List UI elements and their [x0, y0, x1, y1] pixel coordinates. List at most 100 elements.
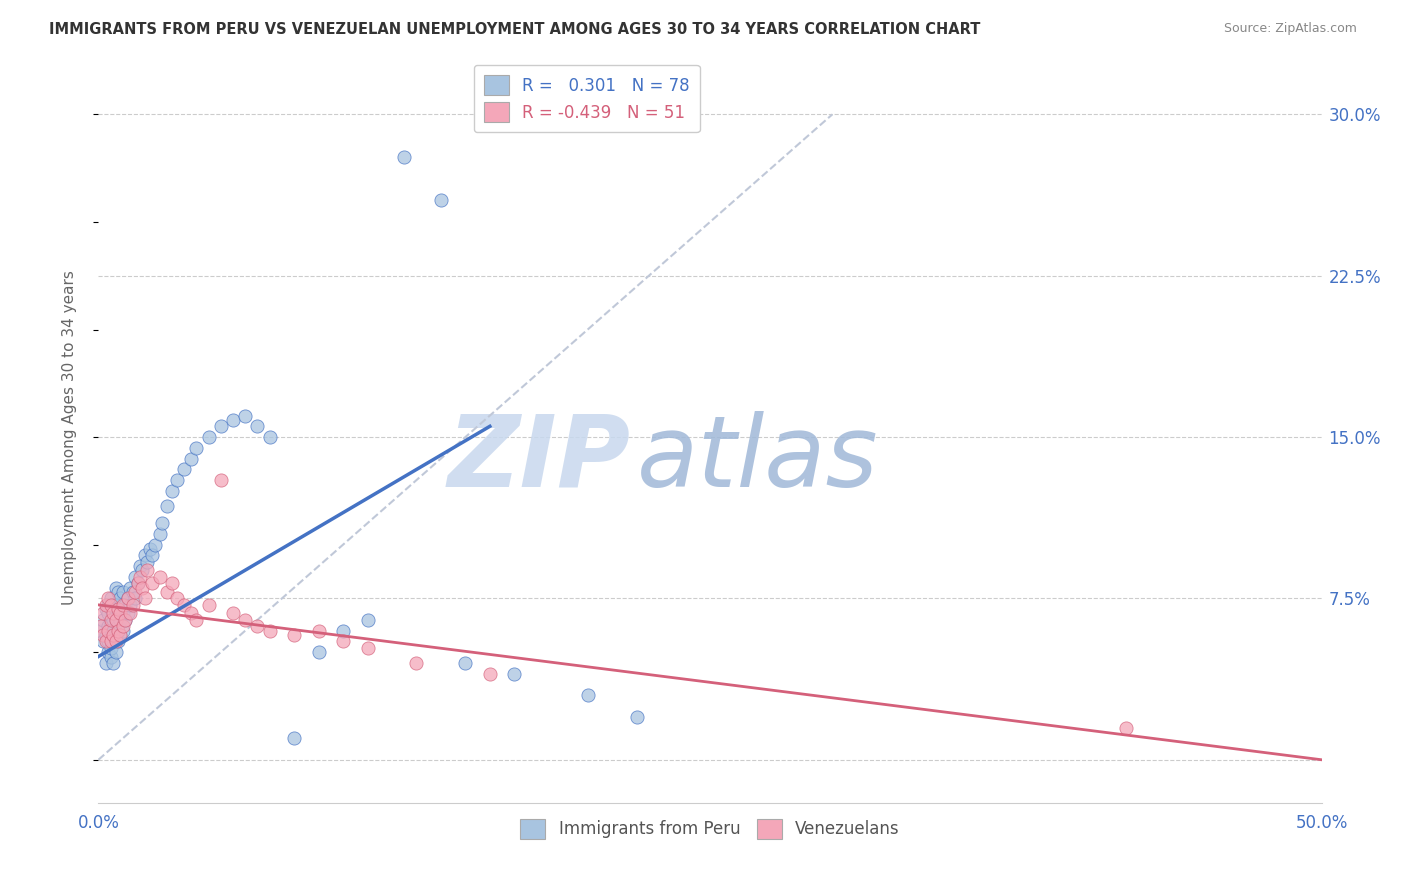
- Text: Source: ZipAtlas.com: Source: ZipAtlas.com: [1223, 22, 1357, 36]
- Point: [503, 666, 526, 681]
- Point: [134, 591, 156, 606]
- Point: [101, 607, 124, 621]
- Point: [110, 607, 132, 621]
- Point: [101, 628, 124, 642]
- Point: [97, 624, 120, 638]
- Point: [111, 619, 134, 633]
- Point: [104, 634, 127, 648]
- Point: [166, 591, 188, 606]
- Point: [90, 619, 112, 633]
- Point: [156, 499, 179, 513]
- Point: [111, 607, 134, 621]
- Point: [100, 591, 122, 606]
- Legend: Immigrants from Peru, Venezuelans: Immigrants from Peru, Venezuelans: [513, 812, 907, 846]
- Point: [107, 619, 129, 633]
- Point: [259, 430, 281, 444]
- Point: [104, 598, 127, 612]
- Point: [209, 473, 232, 487]
- Point: [259, 624, 281, 638]
- Point: [405, 656, 427, 670]
- Text: ZIP: ZIP: [447, 410, 630, 508]
- Point: [97, 591, 120, 606]
- Point: [124, 585, 146, 599]
- Point: [141, 549, 163, 563]
- Point: [101, 598, 124, 612]
- Point: [97, 634, 120, 648]
- Point: [626, 710, 648, 724]
- Point: [94, 656, 117, 670]
- Point: [209, 419, 232, 434]
- Point: [129, 570, 152, 584]
- Point: [149, 527, 172, 541]
- Point: [114, 598, 136, 612]
- Point: [104, 581, 127, 595]
- Point: [186, 441, 208, 455]
- Point: [100, 598, 122, 612]
- Point: [332, 624, 354, 638]
- Point: [139, 541, 162, 556]
- Point: [156, 585, 179, 599]
- Point: [478, 666, 501, 681]
- Point: [107, 602, 129, 616]
- Point: [100, 628, 122, 642]
- Point: [104, 645, 127, 659]
- Point: [117, 607, 139, 621]
- Point: [150, 516, 173, 530]
- Point: [101, 656, 124, 670]
- Point: [332, 634, 354, 648]
- Point: [180, 607, 202, 621]
- Point: [197, 598, 219, 612]
- Point: [117, 591, 139, 606]
- Point: [104, 628, 127, 642]
- Point: [576, 688, 599, 702]
- Point: [160, 576, 183, 591]
- Point: [143, 538, 166, 552]
- Point: [100, 634, 122, 648]
- Point: [94, 628, 117, 642]
- Point: [101, 613, 124, 627]
- Point: [197, 430, 219, 444]
- Point: [246, 619, 269, 633]
- Point: [430, 194, 453, 208]
- Point: [97, 619, 120, 633]
- Point: [186, 613, 208, 627]
- Point: [100, 640, 122, 655]
- Point: [120, 607, 142, 621]
- Point: [100, 649, 122, 664]
- Point: [107, 634, 129, 648]
- Point: [111, 624, 134, 638]
- Point: [110, 613, 132, 627]
- Point: [97, 645, 120, 659]
- Point: [100, 613, 122, 627]
- Point: [107, 602, 129, 616]
- Point: [111, 585, 134, 599]
- Point: [166, 473, 188, 487]
- Point: [129, 559, 152, 574]
- Point: [110, 591, 132, 606]
- Point: [141, 576, 163, 591]
- Point: [136, 555, 159, 569]
- Point: [90, 624, 112, 638]
- Point: [131, 581, 153, 595]
- Point: [100, 617, 122, 632]
- Point: [121, 598, 143, 612]
- Point: [107, 585, 129, 599]
- Point: [246, 419, 269, 434]
- Point: [222, 607, 245, 621]
- Point: [101, 634, 124, 648]
- Point: [104, 613, 127, 627]
- Point: [308, 645, 330, 659]
- Point: [117, 591, 139, 606]
- Point: [94, 602, 117, 616]
- Point: [107, 624, 129, 638]
- Point: [94, 598, 117, 612]
- Text: atlas: atlas: [637, 410, 879, 508]
- Point: [283, 731, 305, 746]
- Point: [136, 564, 159, 578]
- Point: [104, 613, 127, 627]
- Point: [173, 598, 195, 612]
- Text: IMMIGRANTS FROM PERU VS VENEZUELAN UNEMPLOYMENT AMONG AGES 30 TO 34 YEARS CORREL: IMMIGRANTS FROM PERU VS VENEZUELAN UNEMP…: [49, 22, 980, 37]
- Point: [283, 628, 305, 642]
- Point: [110, 628, 132, 642]
- Point: [100, 602, 122, 616]
